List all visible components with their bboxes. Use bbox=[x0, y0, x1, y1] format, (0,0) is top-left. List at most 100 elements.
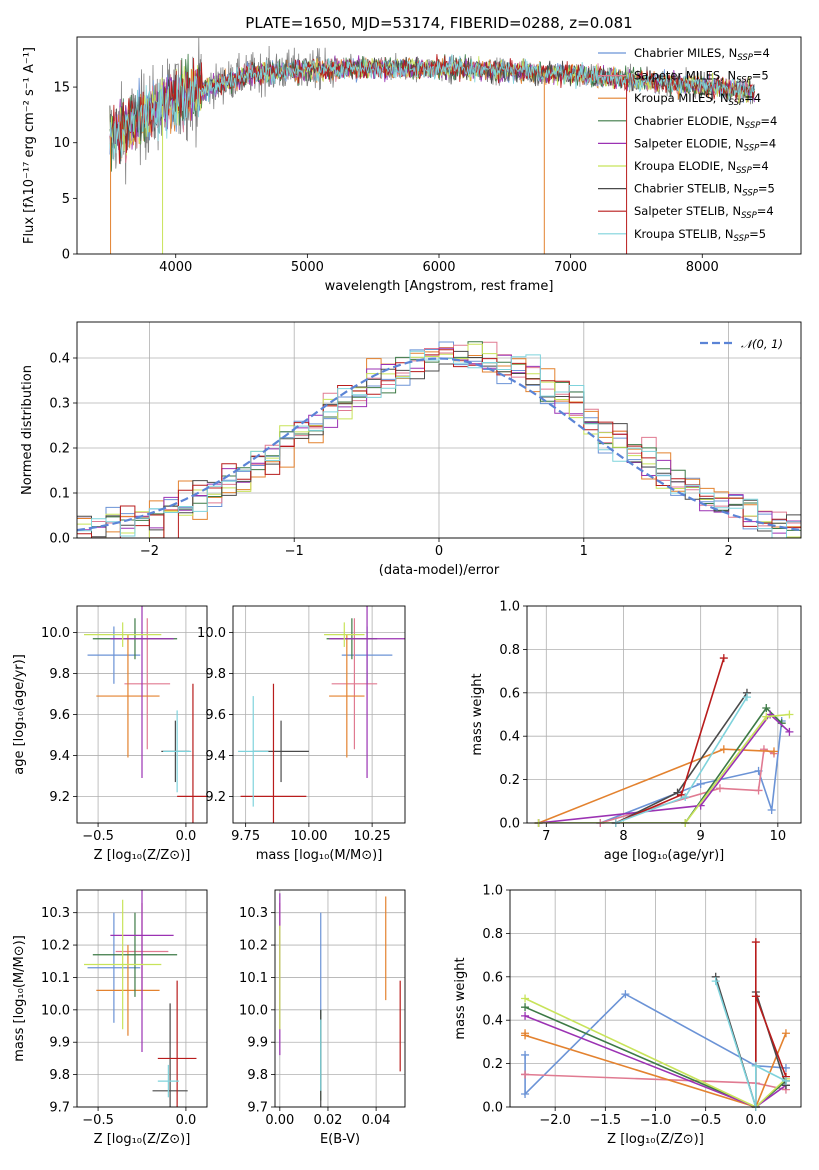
weight-marker bbox=[785, 727, 794, 736]
z_weight-axes: −2.0 −1.5 −1.0 −0.5 0.0 0.0 0.2 0.4 0.6 0.8 1.0 bbox=[482, 884, 801, 1128]
spectrum-ylabel: Flux [fλ10⁻¹⁷ erg cm⁻² s⁻¹ A⁻¹] bbox=[22, 47, 37, 244]
spectrum-xtick-label: 7000 bbox=[554, 260, 587, 275]
weight-series-line bbox=[538, 713, 790, 823]
ebv_mass-xtick-label: 0.04 bbox=[362, 1113, 391, 1128]
spectrum-ytick-label: 15 bbox=[53, 81, 70, 96]
weight-marker bbox=[751, 938, 760, 947]
weight-marker bbox=[785, 710, 794, 719]
z_mass-ytick-label: 10.2 bbox=[41, 939, 70, 954]
z_mass-frame bbox=[76, 889, 208, 1108]
age_weight-xlabel: age [log₁₀(age/yr)] bbox=[604, 848, 725, 863]
residuals-xlabel: (data-model)/error bbox=[379, 563, 500, 578]
mass_age-xtick-label: 10.00 bbox=[290, 829, 327, 844]
weight-marker bbox=[621, 990, 630, 999]
z_weight-xlabel: Z [log₁₀(Z/Z⊙)] bbox=[607, 1132, 704, 1147]
weight-marker bbox=[521, 1050, 530, 1059]
z_mass-ylabel: mass [log₁₀(M/M⊙)] bbox=[12, 935, 27, 1062]
z_age-xtick-label: −0.5 bbox=[82, 829, 114, 844]
ebv_mass-ytick-label: 9.8 bbox=[247, 1068, 268, 1083]
ebv_mass-ytick-label: 10.0 bbox=[239, 1003, 268, 1018]
ebv_mass-xtick-label: 0.02 bbox=[313, 1113, 342, 1128]
ebv_mass-xtick-label: 0.00 bbox=[265, 1113, 294, 1128]
residuals-xtick-label: −2 bbox=[140, 544, 159, 559]
spectrum-title: PLATE=1650, MJD=53174, FIBERID=0288, z=0… bbox=[245, 14, 632, 32]
z_mass-ytick-label: 10.3 bbox=[41, 906, 70, 921]
z_age-xlabel: Z [log₁₀(Z/Z⊙)] bbox=[94, 848, 191, 863]
spectrum-ytick-label: 0 bbox=[62, 248, 70, 263]
legend-entry: Salpeter MILES, NSSP=5 bbox=[634, 69, 769, 86]
z_mass-xtick-label: 0.0 bbox=[176, 1113, 197, 1128]
spectrum-legend: Chabrier MILES, NSSP=4 Salpeter MILES, NS… bbox=[598, 46, 777, 244]
weight-marker bbox=[759, 745, 768, 754]
age_weight-xtick-label: 10 bbox=[770, 829, 787, 844]
weight-marker bbox=[521, 1070, 530, 1079]
spectrum-xtick-label: 6000 bbox=[422, 260, 455, 275]
weight-marker bbox=[719, 745, 728, 754]
residuals-axes: −2 −1 0 1 2 0.0 0.1 0.2 0.3 0.4 bbox=[49, 322, 801, 559]
age_weight-ylabel: mass weight bbox=[470, 673, 485, 755]
legend-entry: Salpeter STELIB, NSSP=4 bbox=[634, 204, 774, 221]
mass_age-xlabel: mass [log₁₀(M/M⊙)] bbox=[256, 848, 383, 863]
age_weight-ytick-label: 0.8 bbox=[499, 643, 520, 658]
weight-series-line bbox=[524, 1015, 787, 1107]
residual-histogram-step bbox=[77, 350, 801, 538]
spectrum-ytick-label: 5 bbox=[62, 192, 70, 207]
z_weight-xtick-label: −2.0 bbox=[539, 1113, 571, 1128]
mass_age-xtick-label: 10.25 bbox=[354, 829, 391, 844]
legend-entry: Kroupa MILES, NSSP=4 bbox=[634, 91, 761, 108]
z_mass-axes: −0.5 0.0 9.7 9.8 9.9 10.0 10.1 10.2 10.3 bbox=[41, 890, 207, 1128]
weight-marker bbox=[781, 1029, 790, 1038]
z_weight-ytick-label: 0.6 bbox=[482, 970, 503, 985]
legend-entry: Chabrier ELODIE, NSSP=4 bbox=[634, 114, 777, 131]
spectrum-axes: 4000 5000 6000 7000 8000 0 5 10 15 bbox=[53, 81, 718, 275]
age_weight-xtick-label: 8 bbox=[619, 829, 627, 844]
z_mass-ytick-label: 9.7 bbox=[49, 1101, 70, 1116]
ebv_mass-ytick-label: 10.3 bbox=[239, 906, 268, 921]
ebv_mass-axes: 0.00 0.02 0.04 9.7 9.8 9.9 10.0 10.1 10.2 10.3 bbox=[239, 890, 405, 1128]
z_mass-ytick-label: 9.8 bbox=[49, 1068, 70, 1083]
weight-series-line bbox=[615, 696, 748, 823]
residuals-xtick-label: 2 bbox=[724, 544, 732, 559]
z_age-axes: −0.5 0.0 9.2 9.4 9.6 9.8 10.0 bbox=[41, 606, 207, 844]
model-spectrum-line bbox=[109, 54, 755, 164]
z_age-frame bbox=[76, 605, 208, 824]
z_weight-ytick-label: 0.8 bbox=[482, 927, 503, 942]
z_age-ytick-label: 9.2 bbox=[49, 790, 70, 805]
residuals-xtick-label: −1 bbox=[285, 544, 304, 559]
gaussian-legend-label: 𝒩(0, 1) bbox=[741, 337, 783, 351]
weight-series-line bbox=[755, 942, 787, 1107]
weight-marker bbox=[521, 1031, 530, 1040]
z_age-ylabel: age [log₁₀(age/yr)] bbox=[12, 654, 27, 775]
age_weight-ytick-label: 1.0 bbox=[499, 600, 520, 615]
z_age-ytick-label: 9.4 bbox=[49, 749, 70, 764]
weight-marker bbox=[715, 784, 724, 793]
residuals-ytick-label: 0.3 bbox=[49, 397, 70, 412]
weight-marker bbox=[762, 712, 771, 721]
legend-entry: Chabrier MILES, NSSP=4 bbox=[634, 46, 770, 63]
z_weight-ytick-label: 0.0 bbox=[482, 1101, 503, 1116]
weight-marker bbox=[754, 786, 763, 795]
weight-marker bbox=[521, 1003, 530, 1012]
mass_age-xtick-label: 9.75 bbox=[231, 829, 260, 844]
age_weight-xtick-label: 9 bbox=[697, 829, 705, 844]
weight-series-line bbox=[615, 657, 725, 823]
age_weight-ytick-label: 0.0 bbox=[499, 817, 520, 832]
mass_age-ytick-label: 9.8 bbox=[205, 667, 226, 682]
z_weight-xtick-label: −0.5 bbox=[690, 1113, 722, 1128]
weight-series-line bbox=[600, 748, 775, 823]
weight-marker bbox=[521, 994, 530, 1003]
weight-marker bbox=[681, 792, 690, 801]
weight-marker bbox=[751, 1061, 760, 1070]
spectrum-ytick-label: 10 bbox=[53, 136, 70, 151]
weight-marker bbox=[767, 805, 776, 814]
mass_age-frame bbox=[232, 605, 406, 824]
spectrum-xtick-label: 5000 bbox=[291, 260, 324, 275]
residuals-ytick-label: 0.2 bbox=[49, 442, 70, 457]
z_age-ytick-label: 9.8 bbox=[49, 667, 70, 682]
weight-marker bbox=[769, 747, 778, 756]
legend-entry: Salpeter ELODIE, NSSP=4 bbox=[634, 136, 776, 153]
residuals-ytick-label: 0.1 bbox=[49, 487, 70, 502]
residuals-ytick-label: 0.0 bbox=[49, 532, 70, 547]
weight-marker bbox=[742, 693, 751, 702]
